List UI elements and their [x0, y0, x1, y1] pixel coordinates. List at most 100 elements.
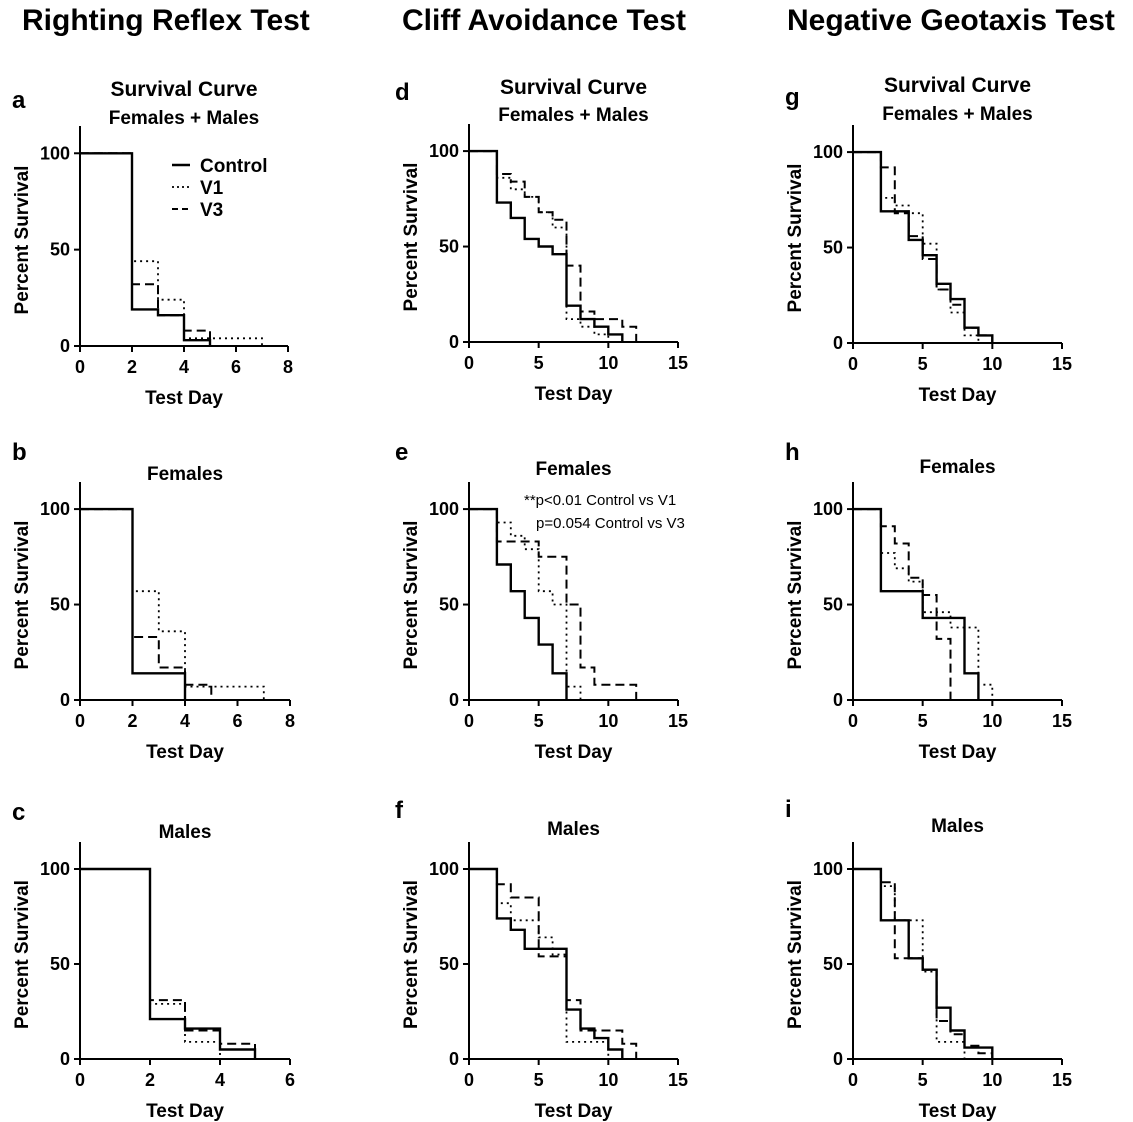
column-title-cliff-avoidance: Cliff Avoidance Test [402, 4, 686, 37]
y-axis-label: Percent Survival [785, 521, 806, 670]
x-tick-label: 4 [215, 1070, 225, 1090]
y-axis-label: Percent Survival [785, 880, 806, 1029]
series-line-v1 [469, 868, 610, 1059]
x-tick-label: 10 [982, 1070, 1002, 1090]
x-tick-label: 0 [75, 711, 85, 731]
x-tick-label: 0 [848, 1070, 858, 1090]
series-line-v1 [469, 508, 582, 700]
x-tick-label: 5 [534, 711, 544, 731]
panel-h: h Females 0 5 10 15 0 50 100 Test Day Percent Surv… [785, 439, 1072, 763]
x-tick-label: 0 [75, 357, 85, 377]
annotation-line: **p<0.01 Control vs V1 [524, 492, 676, 509]
y-tick-label: 0 [449, 1049, 459, 1069]
panel-g: g Survival Curve Females + Males 0 5 10 15 0 50 1… [785, 74, 1072, 406]
panel-title: Females + Males [498, 105, 649, 126]
y-tick-label: 0 [449, 332, 459, 352]
x-tick-label: 6 [231, 357, 241, 377]
panel-c: c Males 0 2 4 6 0 50 100 Test Day Percent Survival [12, 799, 295, 1122]
panel-e: e Females 0 5 10 15 0 50 100 Test Day Percent Surv… [395, 439, 688, 763]
series-line-control [80, 152, 212, 346]
x-tick-label: 0 [464, 711, 474, 731]
x-axis-label: Test Day [146, 1101, 224, 1122]
x-tick-label: 6 [285, 1070, 295, 1090]
y-tick-label: 100 [813, 142, 843, 162]
x-tick-label: 4 [180, 711, 190, 731]
x-tick-label: 5 [534, 1070, 544, 1090]
y-tick-label: 100 [40, 143, 70, 163]
x-tick-label: 8 [283, 357, 293, 377]
y-tick-label: 50 [823, 238, 843, 258]
x-tick-label: 15 [1052, 354, 1072, 374]
series-line-v1 [80, 508, 265, 700]
panel-label: c [12, 799, 25, 826]
panel-f: f Males 0 5 10 15 0 50 100 Test Day Percent Surviv… [395, 797, 688, 1122]
y-tick-label: 50 [50, 595, 70, 615]
panel-title: Females [535, 459, 611, 480]
x-tick-label: 10 [598, 353, 618, 373]
series-line-v3 [853, 508, 952, 700]
x-axis-label: Test Day [145, 388, 223, 409]
legend-label-v3: V3 [200, 200, 223, 221]
x-tick-label: 10 [598, 711, 618, 731]
x-tick-label: 5 [918, 1070, 928, 1090]
y-tick-label: 100 [429, 499, 459, 519]
x-tick-label: 5 [918, 354, 928, 374]
x-tick-label: 5 [918, 711, 928, 731]
x-tick-label: 15 [668, 353, 688, 373]
y-tick-label: 50 [439, 237, 459, 257]
panel-label: e [395, 439, 408, 466]
series-line-v3 [853, 151, 994, 343]
series-line-v1 [80, 152, 263, 346]
series-line-control [80, 867, 257, 1059]
series-line-v3 [853, 868, 994, 1059]
x-tick-label: 10 [982, 354, 1002, 374]
panel-title: Males [159, 822, 212, 843]
panel-label: d [395, 79, 410, 106]
y-tick-label: 50 [823, 954, 843, 974]
series-line-control [469, 149, 624, 342]
series-line-control [469, 507, 568, 700]
y-axis-label: Percent Survival [785, 164, 806, 313]
panel-label: b [12, 439, 27, 466]
x-tick-label: 15 [668, 1070, 688, 1090]
panel-label: f [395, 797, 404, 824]
panel-title: Males [931, 816, 984, 837]
y-tick-label: 0 [60, 690, 70, 710]
column-title-negative-geotaxis: Negative Geotaxis Test [787, 4, 1115, 37]
panel-title: Females + Males [882, 104, 1033, 125]
x-axis-label: Test Day [919, 742, 997, 763]
series-line-v1 [853, 151, 980, 343]
x-axis-label: Test Day [919, 385, 997, 406]
x-tick-label: 6 [232, 711, 242, 731]
x-tick-label: 15 [1052, 1070, 1072, 1090]
series-line-v1 [853, 868, 966, 1059]
x-tick-label: 5 [534, 353, 544, 373]
panel-title: Survival Curve [884, 74, 1031, 97]
y-tick-label: 50 [823, 595, 843, 615]
x-axis-label: Test Day [535, 384, 613, 405]
x-tick-label: 8 [285, 711, 295, 731]
panel-title: Females [919, 457, 995, 478]
y-tick-label: 50 [50, 954, 70, 974]
x-tick-label: 15 [668, 711, 688, 731]
series-line-v3 [80, 508, 213, 700]
y-tick-label: 100 [40, 859, 70, 879]
panel-a: a Survival Curve Females + Males 0 2 4 6 8 0 50 10… [12, 78, 293, 409]
x-tick-label: 2 [145, 1070, 155, 1090]
panel-label: i [785, 796, 792, 823]
legend-label-control: Control [200, 156, 268, 177]
y-axis-label: Percent Survival [12, 880, 33, 1029]
column-title-righting-reflex: Righting Reflex Test [22, 4, 310, 37]
x-tick-label: 0 [848, 711, 858, 731]
panel-label: a [12, 87, 26, 114]
y-tick-label: 50 [439, 595, 459, 615]
y-axis-label: Percent Survival [401, 163, 422, 312]
series-line-control [853, 150, 994, 343]
y-tick-label: 100 [429, 141, 459, 161]
x-tick-label: 0 [75, 1070, 85, 1090]
series-line-control [853, 507, 980, 700]
y-tick-label: 100 [813, 859, 843, 879]
series-line-control [469, 867, 624, 1059]
x-axis-label: Test Day [919, 1101, 997, 1122]
